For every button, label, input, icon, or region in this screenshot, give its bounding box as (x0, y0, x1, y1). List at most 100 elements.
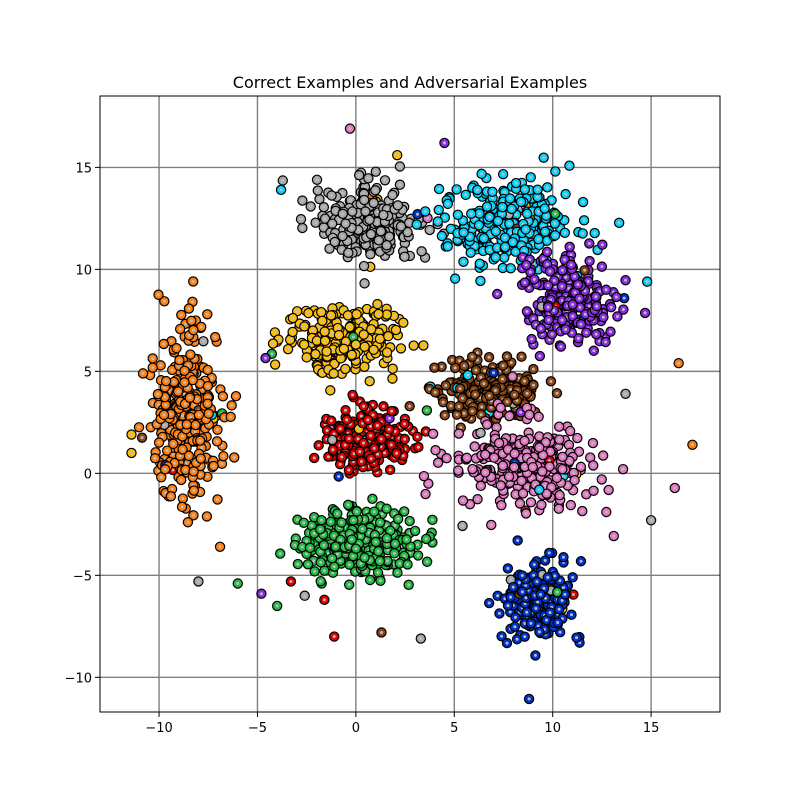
scatter-point (555, 341, 567, 352)
scatter-point (321, 346, 332, 357)
scatter-point (528, 379, 539, 391)
outlier-point (214, 541, 226, 552)
scatter-point (267, 338, 279, 349)
scatter-point (510, 612, 521, 623)
scatter-point (492, 215, 504, 227)
scatter-point (147, 353, 158, 364)
scatter-point (495, 402, 506, 413)
scatter-point (350, 543, 362, 554)
scatter-point (611, 291, 622, 303)
scatter-point (402, 559, 413, 570)
scatter-point (476, 168, 487, 180)
scatter-point (387, 189, 398, 201)
scatter-point (209, 331, 221, 343)
scatter-point (394, 161, 406, 172)
scatter-point (418, 340, 429, 351)
scatter-point (383, 331, 394, 342)
scatter-point (188, 466, 199, 477)
x-tick-label: 5 (450, 721, 458, 736)
scatter-point (529, 559, 540, 570)
outlier-point (376, 627, 387, 638)
scatter-point (597, 239, 608, 250)
scatter-point (559, 227, 571, 238)
scatter-point (481, 201, 493, 212)
scatter-point (153, 437, 165, 448)
scatter-point (358, 329, 369, 340)
scatter-point (508, 461, 520, 473)
scatter-point (343, 433, 355, 444)
scatter-point (315, 524, 326, 535)
scatter-point (620, 275, 631, 286)
scatter-point (373, 235, 385, 246)
scatter-point (505, 591, 516, 603)
scatter-point (356, 456, 367, 467)
scatter-point (515, 196, 527, 208)
scatter-point (461, 452, 473, 464)
x-tick-label: −5 (248, 721, 267, 736)
scatter-point (333, 329, 345, 341)
scatter-point (572, 432, 583, 444)
scatter-point (528, 363, 539, 375)
scatter-point (544, 266, 556, 277)
scatter-point (600, 336, 611, 348)
scatter-point (577, 196, 589, 208)
scatter-point (441, 452, 452, 464)
scatter-point (484, 211, 495, 223)
scatter-point (612, 311, 623, 322)
scatter-point (229, 452, 240, 463)
scatter-point (487, 186, 498, 197)
scatter-point (480, 449, 491, 460)
scatter-point (358, 260, 370, 272)
scatter-point (386, 405, 397, 417)
scatter-point (579, 265, 590, 276)
scatter-point (521, 208, 533, 219)
scatter-point (318, 540, 330, 551)
scatter-point (299, 321, 310, 332)
scatter-point (389, 548, 400, 559)
scatter-point (297, 195, 308, 206)
scatter-point (195, 453, 206, 464)
scatter-point (533, 411, 544, 422)
scatter-point (564, 425, 576, 437)
scatter-point (530, 650, 541, 661)
scatter-point (557, 463, 568, 475)
scatter-point (344, 559, 355, 570)
scatter-point (212, 424, 223, 435)
scatter-point (517, 586, 528, 598)
scatter-point (326, 415, 337, 426)
scatter-point (317, 315, 328, 327)
scatter-point (399, 418, 410, 430)
scatter-point (454, 383, 466, 394)
scatter-point (484, 390, 495, 401)
scatter-point (160, 375, 172, 387)
scatter-point (466, 351, 478, 362)
x-tick-label: 15 (643, 721, 660, 736)
scatter-point (453, 401, 465, 412)
scatter-point (420, 488, 431, 500)
scatter-point (596, 474, 607, 485)
scatter-point (333, 471, 344, 482)
scatter-point (512, 535, 523, 546)
outlier-point (319, 594, 330, 606)
scatter-point (297, 222, 308, 234)
scatter-point (480, 467, 491, 478)
scatter-point (395, 221, 407, 232)
scatter-point (564, 241, 575, 253)
scatter-point (501, 351, 513, 362)
scatter-point (449, 273, 461, 284)
scatter-point (408, 340, 419, 351)
scatter-point (398, 317, 409, 328)
scatter-point (596, 261, 608, 272)
scatter-point (359, 278, 370, 289)
scatter-point (600, 284, 612, 295)
scatter-point (365, 249, 376, 260)
scatter-point (230, 390, 242, 402)
scatter-point (153, 289, 164, 300)
scatter-point (183, 303, 195, 314)
scatter-point (501, 637, 513, 649)
scatter-point (368, 506, 380, 517)
scatter-point (315, 576, 326, 587)
scatter-point (409, 525, 421, 537)
scatter-point (374, 555, 386, 567)
